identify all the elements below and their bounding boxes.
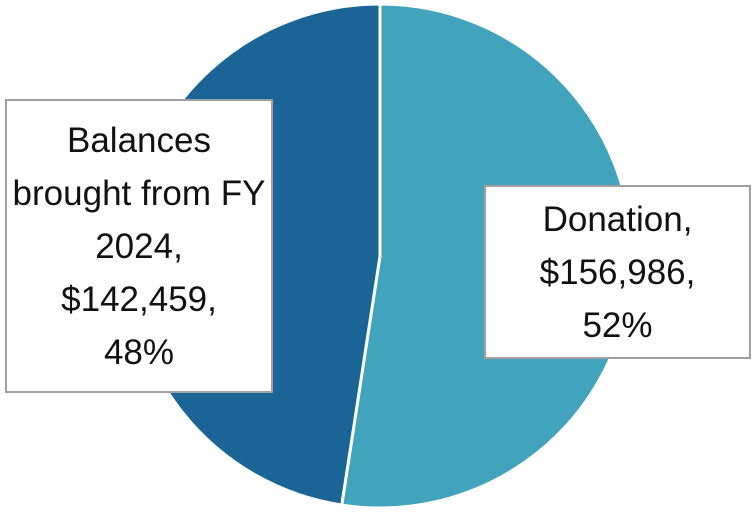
percentage-label: 48%	[103, 332, 175, 372]
data-label-box: Donation, $156,986, 52%	[484, 185, 751, 359]
data-label: Donation, $156,986, 52%	[540, 193, 696, 352]
value-label: $156,986	[539, 252, 686, 292]
label-separator: ,	[207, 279, 217, 319]
data-label: Balances brought from FY 2024, $142,459, 4…	[7, 114, 271, 379]
category-label: Balances brought from FY 2024	[12, 120, 266, 266]
data-label-box: Balances brought from FY 2024, $142,459, 4…	[5, 99, 273, 393]
label-separator: ,	[173, 226, 183, 266]
percentage-label: 52%	[582, 305, 653, 345]
value-label: $142,459	[61, 279, 208, 319]
label-separator: ,	[682, 199, 693, 239]
category-label: Donation	[542, 199, 683, 239]
label-separator: ,	[685, 252, 696, 292]
